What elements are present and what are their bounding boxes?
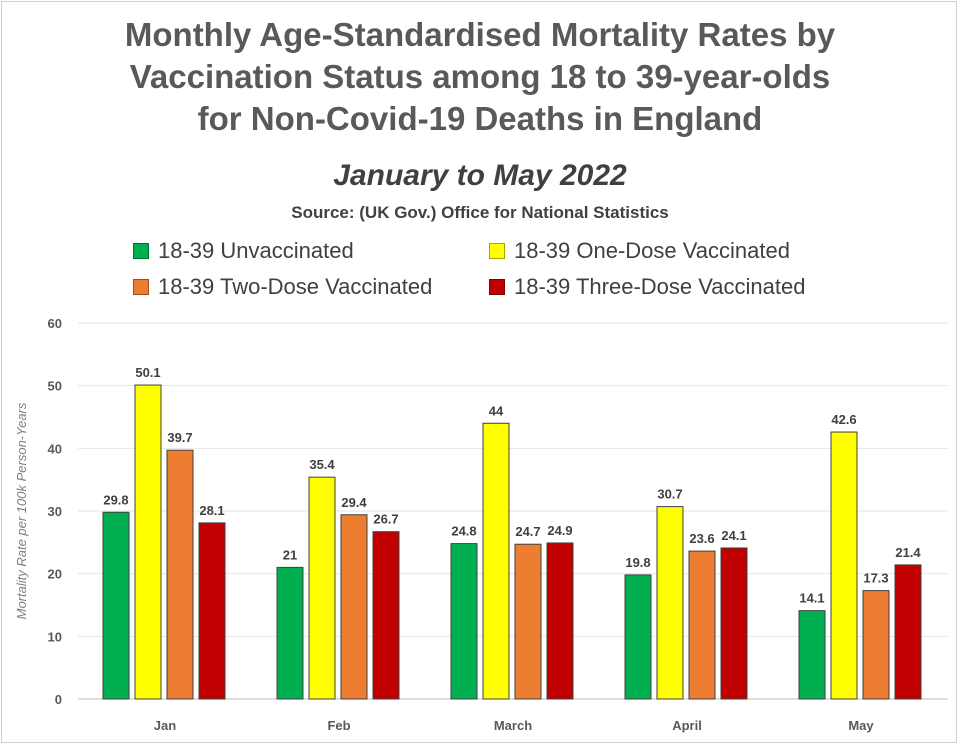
data-label: 26.7 <box>373 512 398 527</box>
data-label: 50.1 <box>135 365 160 380</box>
legend-swatch-one-dose <box>489 243 505 259</box>
data-label: 21 <box>283 547 297 562</box>
legend-swatch-two-dose <box>133 279 149 295</box>
bar <box>894 564 922 700</box>
bar <box>450 543 478 700</box>
data-label: 42.6 <box>831 412 856 427</box>
bar <box>372 531 400 700</box>
y-tick-label: 50 <box>48 379 62 394</box>
bar <box>830 431 858 700</box>
y-tick-label: 10 <box>48 629 62 644</box>
legend-swatch-three-dose <box>489 279 505 295</box>
legend-swatch-unvaccinated <box>133 243 149 259</box>
chart-subtitle: January to May 2022 <box>333 159 627 192</box>
y-tick-label: 40 <box>48 441 62 456</box>
y-tick-label: 0 <box>55 692 62 707</box>
legend-label-three-dose: 18-39 Three-Dose Vaccinated <box>514 274 806 299</box>
y-tick-label: 30 <box>48 504 62 519</box>
data-label: 30.7 <box>657 487 682 502</box>
x-tick-label: Feb <box>327 718 350 733</box>
x-tick-label: May <box>848 718 874 733</box>
legend-item-two-dose: 18-39 Two-Dose Vaccinated <box>133 274 432 300</box>
x-tick-label: Jan <box>154 718 176 733</box>
data-label: 21.4 <box>895 545 921 560</box>
title-line-3: for Non-Covid-19 Deaths in England <box>197 100 763 137</box>
data-label: 35.4 <box>309 457 335 472</box>
title-line-1: Monthly Age-Standardised Mortality Rates… <box>124 16 836 53</box>
data-label: 28.1 <box>199 503 224 518</box>
bar <box>862 590 890 700</box>
data-label: 24.8 <box>451 524 476 539</box>
bar <box>102 511 130 700</box>
bar <box>482 422 510 700</box>
bar <box>276 566 304 700</box>
data-label: 24.1 <box>721 528 746 543</box>
bar <box>134 384 162 700</box>
bar <box>308 476 336 700</box>
data-label: 29.4 <box>341 495 367 510</box>
x-tick-label: March <box>494 718 532 733</box>
bar <box>720 547 748 700</box>
data-label: 44 <box>489 403 504 418</box>
legend-label-two-dose: 18-39 Two-Dose Vaccinated <box>158 274 433 299</box>
bar <box>340 514 368 700</box>
bar <box>546 542 574 700</box>
bar <box>624 574 652 700</box>
data-label: 23.6 <box>689 531 714 546</box>
legend-label-unvaccinated: 18-39 Unvaccinated <box>158 238 354 263</box>
bar <box>514 543 542 700</box>
chart-title: Monthly Age-Standardised Mortality Rates… <box>0 14 960 140</box>
bar <box>656 506 684 700</box>
bar <box>166 449 194 700</box>
data-label: 39.7 <box>167 430 192 445</box>
legend-label-one-dose: 18-39 One-Dose Vaccinated <box>514 238 790 263</box>
data-label: 24.7 <box>515 524 540 539</box>
legend-item-three-dose: 18-39 Three-Dose Vaccinated <box>489 274 805 300</box>
legend-item-unvaccinated: 18-39 Unvaccinated <box>133 238 354 264</box>
data-label: 17.3 <box>863 571 888 586</box>
y-tick-label: 60 <box>48 316 62 331</box>
title-line-2: Vaccination Status among 18 to 39-year-o… <box>129 58 831 95</box>
bar <box>798 610 826 700</box>
x-tick-label: April <box>672 718 702 733</box>
data-label: 19.8 <box>625 555 650 570</box>
y-tick-label: 20 <box>48 567 62 582</box>
legend-item-one-dose: 18-39 One-Dose Vaccinated <box>489 238 790 264</box>
chart-source: Source: (UK Gov.) Office for National St… <box>291 203 669 222</box>
bar <box>688 550 716 700</box>
data-label: 14.1 <box>799 591 824 606</box>
bar <box>198 522 226 700</box>
data-label: 24.9 <box>547 523 572 538</box>
data-label: 29.8 <box>103 492 128 507</box>
y-axis-title: Mortality Rate per 100k Person-Years <box>14 402 29 619</box>
